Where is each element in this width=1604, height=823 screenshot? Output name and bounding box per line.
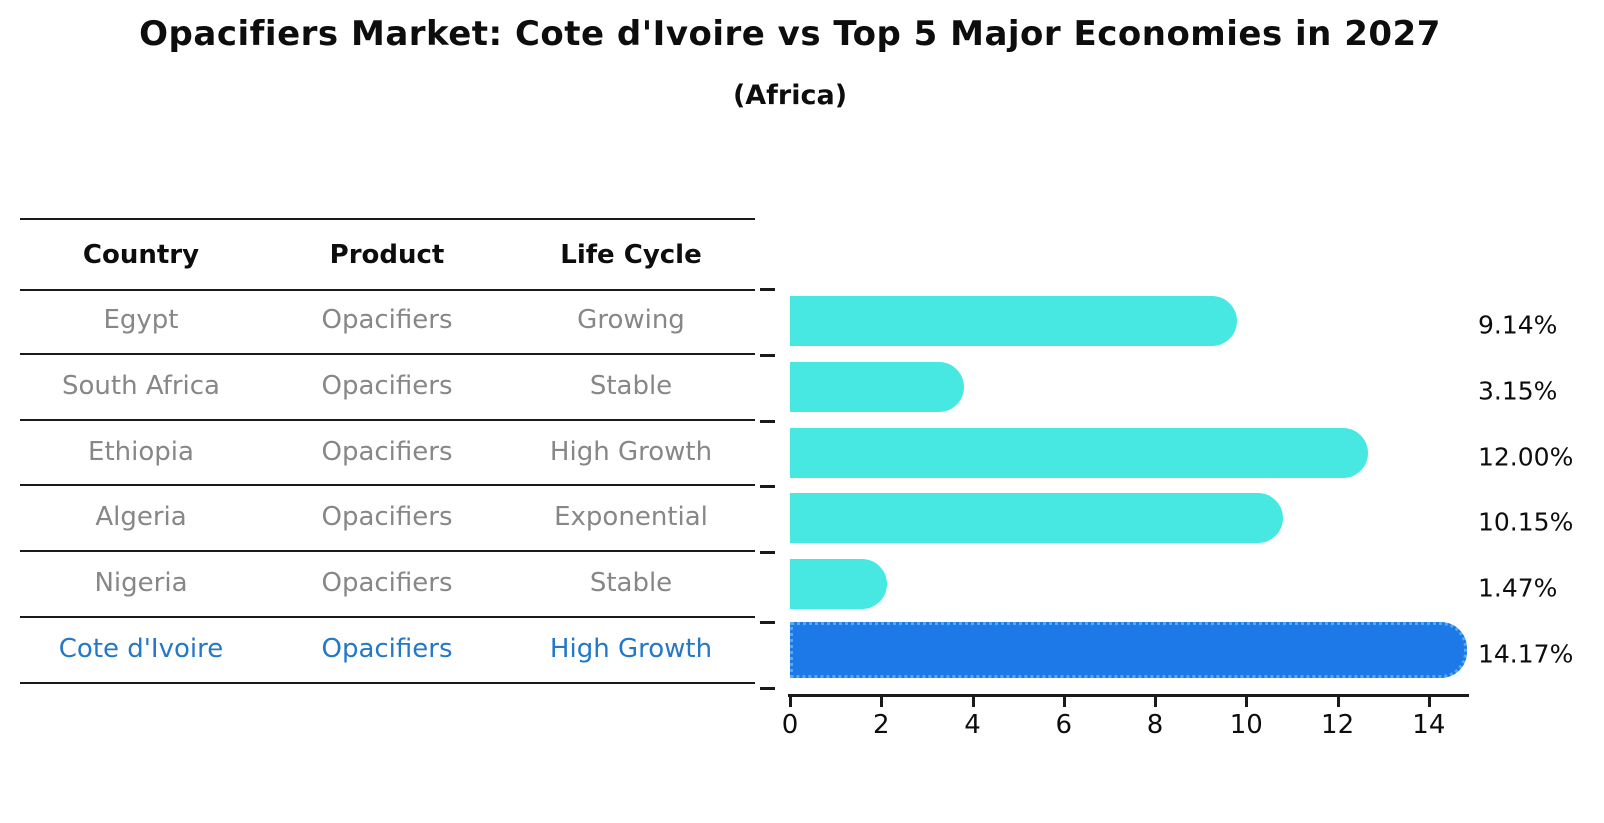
col-header-lifecycle: Life Cycle [560, 239, 702, 270]
cell-country: South Africa [62, 370, 220, 401]
cell-country: Egypt [103, 304, 179, 335]
x-axis-tick [1245, 697, 1249, 707]
cell-product: Opacifiers [321, 568, 453, 599]
x-axis-tick-label: 14 [1412, 710, 1446, 740]
cell-lifecycle: Exponential [554, 502, 708, 533]
y-axis-tick [760, 686, 775, 690]
x-axis-tick [1427, 697, 1431, 707]
table-row: Ethiopia Opacifiers High Growth [20, 419, 755, 487]
x-axis-tick-label: 6 [1055, 710, 1073, 740]
table-row: Egypt Opacifiers Growing [20, 287, 755, 355]
y-axis-tick [760, 485, 775, 489]
bar-value-label: 1.47% [1478, 573, 1558, 603]
x-axis-tick [880, 697, 884, 707]
y-axis-tick [760, 621, 775, 625]
x-axis-tick-label: 4 [964, 710, 981, 740]
x-axis-line [788, 694, 1469, 697]
y-axis-tick [760, 288, 775, 291]
table-row: South Africa Opacifiers Stable [20, 353, 755, 421]
cell-product: Opacifiers [321, 370, 453, 401]
cell-product: Opacifiers [321, 436, 453, 467]
y-axis-tick [760, 551, 775, 555]
cell-product: Opacifiers [321, 502, 453, 533]
x-axis-tick [1062, 697, 1066, 707]
bar-cote-divoire [790, 622, 1467, 679]
cell-lifecycle: Growing [577, 304, 685, 335]
x-axis-tick-label: 8 [1146, 710, 1164, 740]
cell-product: Opacifiers [321, 304, 453, 335]
chart-title: Opacifiers Market: Cote d'Ivoire vs Top … [139, 14, 1441, 54]
col-header-product: Product [329, 239, 445, 270]
y-axis-tick [760, 419, 775, 423]
cell-lifecycle: High Growth [549, 634, 713, 665]
cell-country: Cote d'Ivoire [58, 634, 224, 665]
x-axis-tick [789, 697, 792, 707]
x-axis-tick [1336, 697, 1340, 707]
x-axis-tick-label: 2 [872, 710, 890, 740]
x-axis-tick-label: 12 [1321, 710, 1355, 740]
x-axis-tick-label: 0 [781, 710, 799, 740]
cell-country: Nigeria [94, 568, 188, 599]
x-axis-tick-label: 10 [1229, 710, 1263, 740]
table-header-row: Country Product Life Cycle [20, 218, 755, 291]
table-row: Nigeria Opacifiers Stable [20, 550, 755, 619]
bar-value-label: 3.15% [1478, 376, 1558, 406]
bar-value-label: 10.15% [1478, 507, 1574, 537]
x-axis-tick [971, 697, 975, 707]
table-row: Algeria Opacifiers Exponential [20, 484, 755, 553]
chart-subtitle: (Africa) [732, 80, 848, 111]
table-row: Cote d'Ivoire Opacifiers High Growth [20, 616, 755, 684]
x-axis-tick [1154, 697, 1158, 707]
cell-lifecycle: High Growth [549, 436, 713, 467]
bar-algeria [790, 493, 1284, 544]
y-axis-tick [760, 353, 775, 357]
bar-value-label: 14.17% [1478, 639, 1574, 669]
cell-country: Algeria [95, 502, 187, 533]
bar-egypt [790, 295, 1238, 346]
cell-lifecycle: Stable [589, 370, 673, 401]
bar-ethiopia [790, 427, 1368, 478]
cell-lifecycle: Stable [589, 568, 673, 599]
bar-value-label: 9.14% [1478, 310, 1558, 340]
bar-value-label: 12.00% [1478, 442, 1574, 472]
col-header-country: Country [82, 239, 200, 270]
cell-country: Ethiopia [88, 436, 194, 467]
bar-south-africa [790, 361, 964, 412]
bar-nigeria [790, 559, 888, 610]
cell-product: Opacifiers [321, 634, 453, 665]
